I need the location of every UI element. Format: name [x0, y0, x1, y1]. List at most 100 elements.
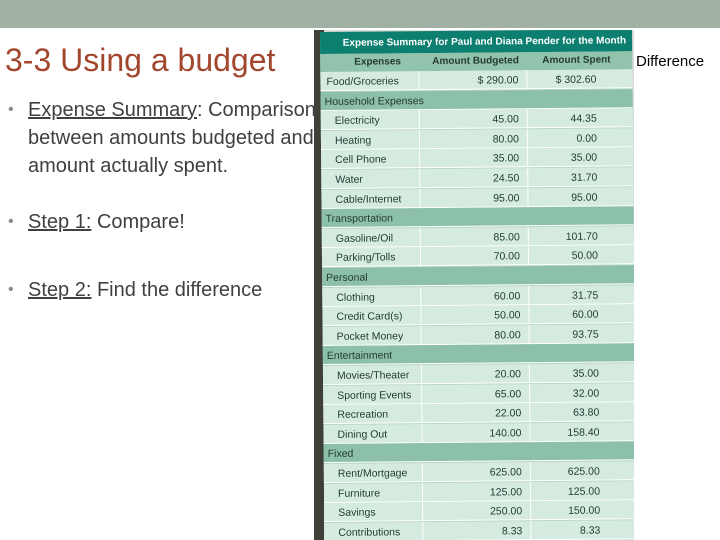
amount-spent: 32.00: [572, 387, 600, 400]
amount-budgeted: 60.00: [493, 289, 521, 303]
column-divider: [419, 188, 421, 208]
amount-budgeted: 85.00: [493, 231, 520, 244]
column-divider: [529, 481, 532, 501]
table-row: Parking/Tolls 70.00 50.00: [321, 245, 634, 268]
row-label: Transportation: [325, 212, 393, 226]
column-divider: [530, 520, 532, 540]
amount-spent: 35.00: [572, 367, 600, 380]
bullet-term: Step 1:: [28, 211, 92, 233]
column-divider: [526, 128, 529, 148]
amount-budgeted: 45.00: [492, 113, 519, 126]
column-divider: [420, 286, 422, 306]
table-row: Recreation 22.00 63.80: [323, 402, 634, 425]
row-label: Contributions: [338, 526, 401, 539]
column-divider: [418, 110, 420, 130]
amount-budgeted: 80.00: [492, 133, 519, 146]
row-label: Cell Phone: [335, 153, 387, 167]
photo-shadow: [314, 30, 324, 540]
row-label: Credit Card(s): [336, 310, 403, 324]
row-label: Movies/Theater: [336, 369, 410, 382]
table-row: Food/Groceries $ 290.00 $ 302.60: [320, 69, 633, 91]
column-divider: [421, 384, 423, 404]
amount-budgeted: 24.50: [492, 172, 520, 185]
row-label: Sporting Events: [337, 388, 412, 402]
column-divider: [421, 463, 423, 483]
table-row: Credit Card(s) 50.00 60.00: [322, 304, 634, 327]
column-divider: [421, 404, 423, 424]
table-row: Cable/Internet 95.00 95.00: [321, 186, 634, 209]
row-label: Water: [335, 173, 363, 186]
amount-budgeted: 250.00: [490, 505, 523, 518]
row-label: Electricity: [334, 114, 380, 128]
table-title: Expense Summary for Paul and Diana Pende…: [320, 30, 633, 54]
table-row: Pocket Money 80.00 93.75: [322, 324, 634, 346]
column-divider: [418, 129, 421, 149]
amount-budgeted: 35.00: [492, 152, 520, 165]
amount-budgeted: 8.33: [501, 525, 523, 538]
bullet-expense-summary: Expense Summary: Comparison between amou…: [6, 96, 318, 180]
amount-budgeted: 140.00: [489, 427, 522, 440]
difference-label: Difference: [636, 53, 705, 70]
column-divider: [527, 187, 529, 207]
column-divider: [529, 403, 531, 423]
row-label: Fixed: [327, 448, 354, 461]
bullet-text: Find the difference: [91, 279, 263, 301]
table-row: Water 24.50 31.70: [321, 167, 634, 189]
bullet-term: Expense Summary: [28, 99, 197, 121]
column-divider: [419, 227, 421, 247]
table-row: Heating 80.00 0.00: [320, 128, 634, 150]
row-label: Pocket Money: [336, 330, 404, 343]
amount-spent: $ 302.60: [555, 73, 597, 86]
column-divider: [420, 306, 422, 326]
table-row: Furniture 125.00 125.00: [323, 480, 634, 503]
column-divider: [527, 226, 529, 246]
column-divider: [528, 305, 530, 325]
amount-spent: 625.00: [567, 465, 600, 478]
amount-spent: 95.00: [571, 191, 598, 204]
expense-table-photo: Expense Summary for Paul and Diana Pende…: [314, 30, 634, 540]
column-divider: [422, 502, 424, 522]
amount-spent: 31.70: [570, 171, 598, 184]
bullet-list: Expense Summary: Comparison between amou…: [6, 96, 318, 304]
column-divider: [530, 501, 532, 521]
expense-table: Expense Summary for Paul and Diana Pende…: [320, 30, 634, 540]
amount-spent: 158.40: [567, 426, 600, 439]
table-row: Gasoline/Oil 85.00 101.70: [321, 226, 634, 248]
column-divider: [528, 285, 530, 305]
bullet-step-2: Step 2: Find the difference: [6, 276, 318, 304]
column-divider: [420, 365, 423, 385]
table-row: Dining Out 140.00 158.40: [323, 422, 634, 444]
amount-spent: 63.80: [573, 406, 600, 419]
column-divider: [528, 324, 530, 344]
table-section-row: Fixed: [323, 441, 634, 464]
amount-spent: 31.75: [571, 289, 599, 302]
row-label: Gasoline/Oil: [335, 232, 394, 245]
amount-budgeted: 20.00: [494, 368, 522, 381]
row-label: Cable/Internet: [335, 192, 402, 206]
table-section-row: Personal: [322, 265, 634, 287]
row-label: Food/Groceries: [326, 75, 399, 88]
table-section-row: Entertainment: [322, 343, 634, 366]
amount-budgeted: 80.00: [494, 329, 521, 342]
slide-top-bar: [0, 0, 720, 28]
table-row: Movies/Theater 20.00 35.00: [322, 363, 634, 385]
table-row: Contributions 8.33 8.33: [324, 520, 634, 540]
column-divider: [527, 148, 529, 168]
column-divider: [528, 364, 531, 384]
row-label: Dining Out: [337, 428, 388, 441]
table-row: Rent/Mortgage 625.00 625.00: [323, 461, 634, 483]
amount-spent: 8.33: [579, 524, 601, 537]
row-label: Household Expenses: [324, 94, 424, 108]
table-section-row: Household Expenses: [320, 88, 633, 111]
amount-spent: 50.00: [571, 249, 599, 263]
column-divider: [529, 383, 531, 403]
amount-budgeted: $ 290.00: [477, 74, 519, 87]
column-divider: [419, 169, 421, 189]
amount-spent: 60.00: [572, 308, 599, 321]
amount-spent: 93.75: [572, 328, 599, 341]
table-row: Sporting Events 65.00 32.00: [323, 382, 634, 405]
table-row: Electricity 45.00 44.35: [320, 108, 633, 131]
column-divider: [421, 423, 423, 443]
header-amount-spent: Amount Spent: [542, 54, 611, 67]
header-expenses: Expenses: [354, 56, 402, 68]
